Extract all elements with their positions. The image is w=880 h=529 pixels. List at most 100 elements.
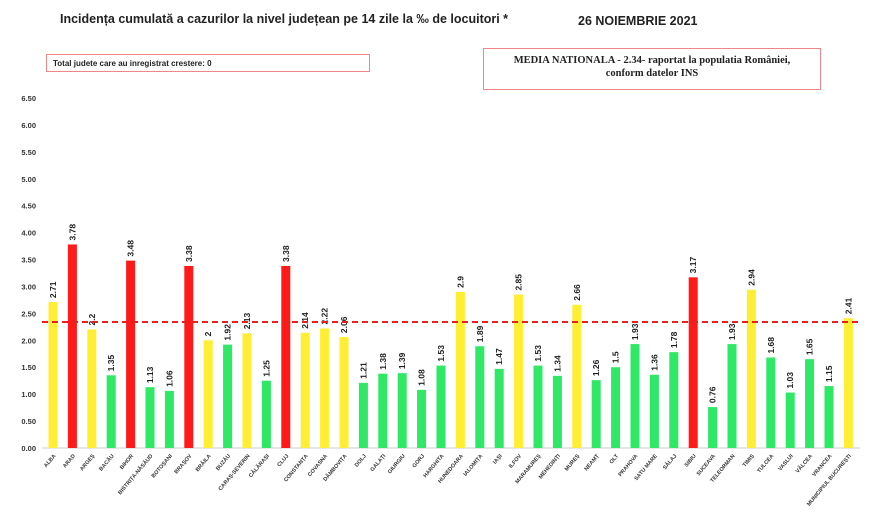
x-tick-label: BRAȘOV [174, 453, 194, 475]
value-label: 2.2 [87, 313, 97, 325]
y-tick-label: 2.00 [21, 336, 36, 345]
x-tick-label: ILFOV [508, 453, 523, 470]
national-average-note: MEDIA NATIONALA - 2.34- raportat la popu… [483, 48, 821, 90]
bar [649, 374, 659, 448]
y-tick-label: 5.00 [21, 175, 36, 184]
bar [417, 389, 427, 448]
value-label: 0.76 [708, 386, 718, 403]
chart-title: Incidența cumulată a cazurilor la nivel … [60, 12, 509, 26]
bar [164, 390, 174, 448]
bar [106, 375, 116, 448]
value-label: 2.14 [300, 312, 310, 329]
x-tick-label: ARGEȘ [79, 453, 96, 472]
value-label: 1.89 [475, 325, 485, 342]
bar [397, 373, 407, 448]
bar [203, 340, 213, 448]
bar [339, 337, 349, 448]
bar [494, 368, 504, 448]
x-tick-label: CĂLĂRAȘI [247, 452, 271, 479]
x-tick-label: MUREȘ [564, 453, 582, 472]
value-label: 1.34 [552, 355, 562, 372]
bar [378, 373, 388, 448]
x-tick-label: BIHOR [119, 453, 135, 470]
bar [358, 382, 368, 448]
bar [785, 392, 795, 448]
value-label: 2.06 [339, 316, 349, 333]
bar [630, 344, 640, 448]
bar [552, 375, 562, 448]
value-label: 1.25 [261, 360, 271, 377]
y-tick-label: 1.00 [21, 390, 36, 399]
x-tick-label: BISTRIȚA-NĂSĂUD [117, 453, 155, 496]
bar [87, 329, 97, 448]
bar [145, 387, 155, 448]
value-label: 1.06 [164, 370, 174, 387]
x-tick-label: SĂLAJ [661, 453, 678, 471]
bar [223, 344, 233, 448]
bar [48, 302, 58, 448]
bar [591, 380, 601, 448]
y-tick-label: 4.50 [21, 202, 36, 211]
value-label: 1.93 [727, 323, 737, 340]
bar [669, 352, 679, 448]
bar [824, 386, 834, 448]
bar [572, 304, 582, 448]
value-label: 3.17 [688, 256, 698, 273]
x-tick-label: BACĂU [98, 453, 116, 473]
value-label: 2.94 [746, 269, 756, 286]
bar [514, 294, 524, 448]
x-tick-label: TULCEA [756, 453, 775, 474]
x-tick-label: IALOMIȚA [463, 453, 485, 477]
bar [320, 328, 330, 448]
x-tick-label: ALBA [43, 453, 57, 469]
national-average-line1: MEDIA NATIONALA - 2.34- raportat la popu… [513, 55, 791, 66]
value-label: 3.78 [67, 224, 77, 241]
value-label: 3.38 [281, 245, 291, 262]
y-tick-label: 0.50 [21, 417, 36, 426]
x-tick-label: SIBIU [684, 453, 698, 468]
x-tick-label: GORJ [412, 453, 427, 469]
value-label: 2 [203, 331, 213, 336]
value-label: 1.65 [805, 338, 815, 355]
bar [766, 357, 776, 448]
value-label: 1.08 [417, 369, 427, 386]
x-tick-label: ARAD [62, 453, 77, 469]
value-label: 1.78 [669, 331, 679, 348]
y-tick-label: 2.50 [21, 309, 36, 318]
value-label: 1.03 [785, 372, 795, 389]
x-tick-label: NEAMȚ [584, 453, 602, 472]
x-tick-label: CLUJ [276, 453, 290, 468]
value-label: 1.39 [397, 352, 407, 369]
bar [843, 318, 853, 448]
value-label: 2.85 [514, 274, 524, 291]
bar [805, 359, 815, 448]
national-average-line2: conform datelor INS [605, 68, 699, 79]
value-label: 1.92 [223, 324, 233, 341]
value-label: 1.15 [824, 365, 834, 382]
value-label: 1.13 [145, 366, 155, 383]
bar [533, 365, 543, 448]
bar [708, 407, 718, 448]
value-label: 2.22 [320, 308, 330, 325]
bar [242, 333, 252, 448]
x-tick-label: DOLJ [354, 453, 368, 468]
bar [611, 367, 621, 448]
bar [261, 380, 271, 448]
bar [727, 344, 737, 448]
y-tick-label: 4.00 [21, 229, 36, 238]
bar [281, 266, 291, 448]
value-label: 1.26 [591, 359, 601, 376]
bar [67, 244, 77, 448]
x-tick-label: VÂLCEA [794, 453, 814, 475]
y-tick-label: 0.00 [21, 444, 36, 453]
value-label: 1.68 [766, 337, 776, 354]
bar [746, 289, 756, 448]
y-tick-label: 6.00 [21, 121, 36, 130]
x-tick-label: OLT [609, 453, 621, 465]
value-label: 2.13 [242, 312, 252, 329]
increase-note: Total judete care au inregistrat crester… [46, 54, 370, 72]
y-tick-label: 5.50 [21, 148, 36, 157]
x-tick-label: GIURGIU [387, 453, 407, 475]
x-tick-label: BUZĂU [214, 453, 232, 472]
